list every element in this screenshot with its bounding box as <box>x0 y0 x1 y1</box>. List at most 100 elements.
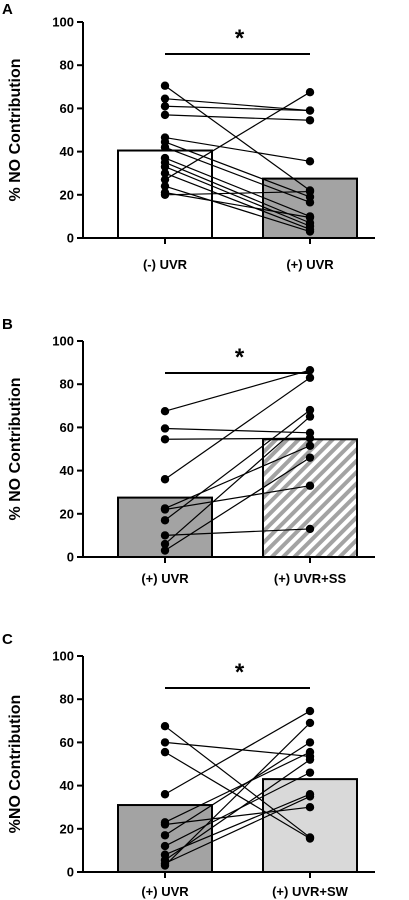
y-tick-label: 100 <box>52 649 74 664</box>
data-point <box>305 373 315 382</box>
bar-2 <box>262 778 358 873</box>
data-point <box>160 841 170 851</box>
data-point <box>160 169 170 178</box>
y-axis-label: % NO Contribution <box>7 58 24 201</box>
pair-line <box>164 166 311 227</box>
pair-line <box>164 751 311 840</box>
panel-b: B % NO Contribution 0 20 40 60 80 100 (+) UVR (+… <box>2 316 375 586</box>
pair-line <box>164 759 311 861</box>
data-point <box>305 803 315 812</box>
chart-panel-b: % NO Contribution 0 20 40 60 80 100 (+) UVR (+) … <box>7 334 375 586</box>
significance-star: * <box>235 25 245 52</box>
category-label: (+) UVR+SW <box>272 884 349 899</box>
category-label: (-) UVR <box>143 257 188 272</box>
data-point <box>160 94 170 103</box>
data-point <box>160 820 170 829</box>
y-tick-label: 20 <box>60 821 74 836</box>
pair-line <box>164 445 311 509</box>
panel-c: C %NO Contribution 0 20 40 60 80 100 (+) UVR (+)… <box>2 631 375 899</box>
panel-a: A % NO Contribution 0 20 40 60 80 100 (-) UVR (+… <box>2 1 375 272</box>
data-point <box>305 524 315 534</box>
y-tick-label: 40 <box>60 778 74 793</box>
y-tick-label: 0 <box>67 231 74 246</box>
y-axis-label: % NO Contribution <box>7 377 24 520</box>
data-point <box>305 747 315 757</box>
y-tick-label: 20 <box>60 187 74 202</box>
y-tick-label: 40 <box>60 463 74 478</box>
pair-line <box>164 192 311 219</box>
data-point <box>305 481 315 490</box>
y-tick-label: 100 <box>52 334 74 349</box>
pair-line <box>164 485 311 511</box>
data-point <box>160 81 170 90</box>
data-point <box>305 116 315 125</box>
y-tick-label: 0 <box>67 550 74 565</box>
data-point <box>160 407 170 416</box>
y-tick-label: 80 <box>60 377 74 392</box>
pair-line <box>164 741 311 836</box>
data-point <box>305 738 315 747</box>
data-point <box>160 790 170 799</box>
y-tick-label: 80 <box>60 692 74 707</box>
data-point <box>160 110 170 120</box>
pair-line <box>164 98 311 112</box>
pair-line <box>164 369 311 412</box>
y-tick-label: 60 <box>60 101 74 116</box>
data-point <box>305 198 315 207</box>
category-label: (+) UVR <box>141 571 189 586</box>
pair-line <box>164 141 311 198</box>
data-point <box>160 539 170 549</box>
data-point <box>160 722 170 731</box>
data-point <box>305 441 315 450</box>
pair-line <box>164 457 311 552</box>
data-point <box>160 516 170 525</box>
y-tick-label: 60 <box>60 420 74 435</box>
pair-line <box>164 91 311 181</box>
data-point <box>305 227 315 236</box>
category-label: (+) UVR <box>141 884 189 899</box>
pair-line <box>164 806 311 826</box>
pair-line <box>164 157 311 217</box>
data-point <box>305 718 315 728</box>
data-point <box>305 768 315 777</box>
pair-line <box>164 751 311 823</box>
y-tick-label: 40 <box>60 144 74 159</box>
data-point <box>305 213 315 222</box>
panel-letter-c: C <box>2 631 13 648</box>
y-tick-label: 60 <box>60 735 74 750</box>
category-label: (+) UVR+SS <box>274 571 347 586</box>
data-point <box>160 102 170 111</box>
data-point <box>160 162 170 171</box>
significance-star: * <box>235 344 245 371</box>
data-point <box>305 453 315 462</box>
category-label: (+) UVR <box>286 257 334 272</box>
data-point <box>305 88 315 97</box>
data-point <box>160 435 170 444</box>
pair-line <box>164 722 311 866</box>
data-point <box>160 831 170 840</box>
pair-line <box>164 114 311 121</box>
data-point <box>305 706 315 716</box>
data-point <box>305 434 315 443</box>
data-point <box>160 531 170 540</box>
pair-line <box>164 741 311 758</box>
data-point <box>160 505 170 514</box>
pair-line <box>164 146 311 203</box>
y-axis-label: %NO Contribution <box>7 695 24 834</box>
panel-letter-b: B <box>2 316 13 333</box>
y-tick-label: 20 <box>60 506 74 521</box>
data-point <box>160 738 170 747</box>
data-point <box>160 190 170 199</box>
data-point <box>305 755 315 764</box>
data-point <box>160 861 170 870</box>
data-point <box>305 405 315 415</box>
data-point <box>305 834 315 843</box>
pair-line <box>164 377 311 480</box>
pair-line <box>164 85 311 191</box>
data-point <box>160 475 170 484</box>
data-point <box>305 792 315 801</box>
data-point <box>305 412 315 421</box>
data-point <box>160 175 170 184</box>
pair-line <box>164 105 311 112</box>
